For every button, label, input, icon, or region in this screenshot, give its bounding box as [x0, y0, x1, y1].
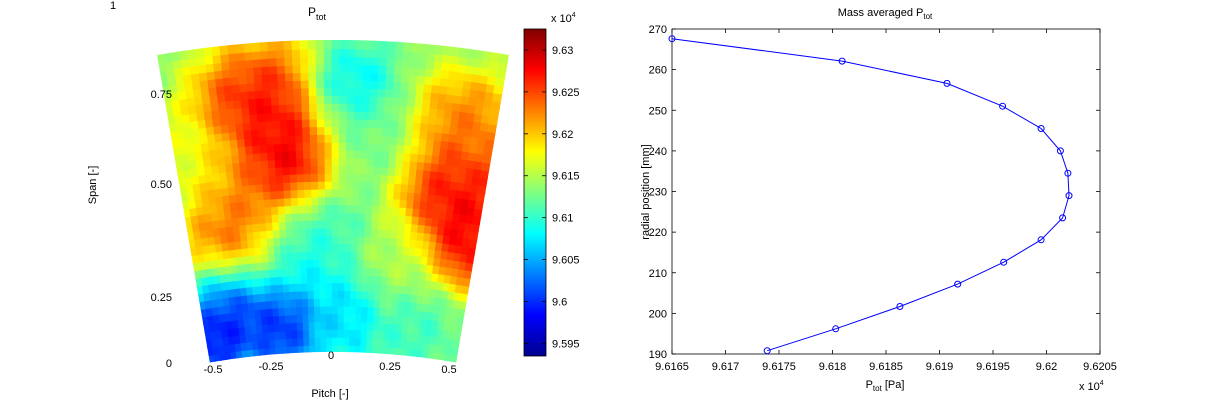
contour-x-tick-label: -0.25 — [258, 361, 283, 373]
line-x-tick-label: 9.618 — [819, 361, 847, 373]
contour-y-tick-label: 0 — [166, 358, 172, 370]
line-data-point — [1056, 147, 1064, 155]
colorbar-multiplier-prefix: x 10 — [551, 13, 572, 25]
colorbar-tick-label: 9.595 — [552, 338, 580, 350]
line-y-tick-label: 240 — [649, 146, 667, 158]
line-data-point — [943, 79, 951, 87]
line-x-label-sub: tot — [873, 384, 883, 393]
line-data-point — [832, 325, 840, 333]
contour-x-tick-label: 0.5 — [441, 364, 456, 376]
line-x-tick-label: 9.6185 — [869, 361, 903, 373]
colorbar-multiplier-exp: 4 — [572, 12, 576, 19]
line-x-tick-label: 9.6195 — [976, 361, 1010, 373]
line-x-multiplier-prefix: x 10 — [1079, 381, 1100, 393]
colorbar-gradient — [523, 28, 547, 357]
figure-number: 1 — [110, 0, 116, 12]
line-title: Mass averaged Ptot — [838, 7, 933, 21]
line-data-point — [763, 347, 771, 355]
contour-x-label: Pitch [-] — [311, 388, 348, 400]
contour-x-tick-label: 0.25 — [379, 361, 400, 373]
contour-title: Ptot — [308, 5, 327, 22]
colorbar-tick-label: 9.625 — [552, 87, 580, 99]
line-y-label: radial position [mm] — [640, 144, 652, 239]
colorbar-tick-label: 9.615 — [552, 171, 580, 183]
line-axes: 9.6165 9.617 9.6175 9.618 9.6185 9.619 9.6195 9… — [649, 24, 1117, 373]
line-x-tick-label: 9.6175 — [762, 361, 796, 373]
line-data-point — [1037, 236, 1045, 244]
line-y-tick-label: 250 — [649, 105, 667, 117]
contour-y-tick-label: 0.75 — [151, 89, 172, 101]
contour-y-tick-label: 0.50 — [151, 179, 172, 191]
line-y-tick-label: 190 — [649, 349, 667, 361]
contour-title-sub: tot — [316, 12, 327, 22]
line-x-tick-label: 9.617 — [712, 361, 740, 373]
line-plot-frame — [671, 28, 1101, 355]
contour-title-main: P — [308, 5, 316, 19]
colorbar-multiplier: x 104 — [551, 12, 576, 25]
line-y-tick-label: 260 — [649, 65, 667, 77]
colorbar-tick-label: 9.63 — [552, 45, 573, 57]
line-y-tick-label: 220 — [649, 227, 667, 239]
line-x-label-main: P — [866, 379, 873, 391]
line-x-tick-label: 9.6165 — [655, 361, 689, 373]
contour-cell — [498, 52, 509, 65]
contour-plot: Ptot 0 0.25 0.50 0.75 -0.5 -0.25 0 0.25 0.5 Pitc… — [87, 5, 509, 400]
line-data-point — [954, 280, 962, 288]
line-x-tick-label: 9.6205 — [1083, 361, 1117, 373]
line-x-label: Ptot [Pa] — [866, 379, 905, 393]
line-x-multiplier-exp: 4 — [1100, 380, 1104, 387]
line-data-point — [1059, 214, 1067, 222]
colorbar-tick-label: 9.605 — [552, 255, 580, 267]
line-y-tick-label: 230 — [649, 187, 667, 199]
contour-x-tick-label: -0.5 — [204, 364, 223, 376]
line-y-tick-label: 210 — [649, 268, 667, 280]
line-data-point — [1000, 258, 1008, 266]
line-title-sub: tot — [923, 12, 933, 21]
line-x-label-unit: [Pa] — [882, 379, 905, 391]
line-plot: Mass averaged Ptot 9.6165 9.617 9.6175 9.61… — [640, 7, 1117, 393]
line-y-tick-label: 270 — [649, 24, 667, 36]
colorbar-tick-label: 9.6 — [552, 297, 567, 309]
line-markers — [668, 35, 1073, 355]
line-x-multiplier: x 104 — [1079, 380, 1104, 393]
contour-axes: 0 0.25 0.50 0.75 -0.5 -0.25 0 0.25 0.5 — [151, 89, 457, 376]
line-data-point — [1064, 169, 1072, 177]
line-data-point — [1065, 192, 1073, 200]
line-x-tick-label: 9.619 — [926, 361, 954, 373]
colorbar-tick-label: 9.61 — [552, 213, 573, 225]
colorbar-ticks: 9.595 9.6 9.605 9.61 9.615 9.62 9.625 9.63 — [524, 45, 580, 350]
contour-y-label: Span [-] — [87, 166, 99, 205]
line-data-point — [896, 303, 904, 310]
line-title-main: Mass averaged P — [838, 7, 924, 19]
line-data-point — [1037, 125, 1045, 132]
line-data-point — [668, 35, 676, 43]
line-y-tick-label: 200 — [649, 308, 667, 320]
colorbar-tick-label: 9.62 — [552, 129, 573, 141]
line-series — [671, 38, 1070, 352]
line-data-point — [999, 102, 1007, 110]
contour-y-tick-label: 0.25 — [151, 292, 172, 304]
line-data-point — [838, 57, 846, 65]
colorbar: 9.595 9.6 9.605 9.61 9.615 9.62 9.625 9.63 x 10… — [523, 12, 580, 357]
line-x-tick-label: 9.62 — [1036, 361, 1057, 373]
contour-x-tick-label: 0 — [328, 350, 334, 362]
contour-field — [157, 40, 509, 363]
